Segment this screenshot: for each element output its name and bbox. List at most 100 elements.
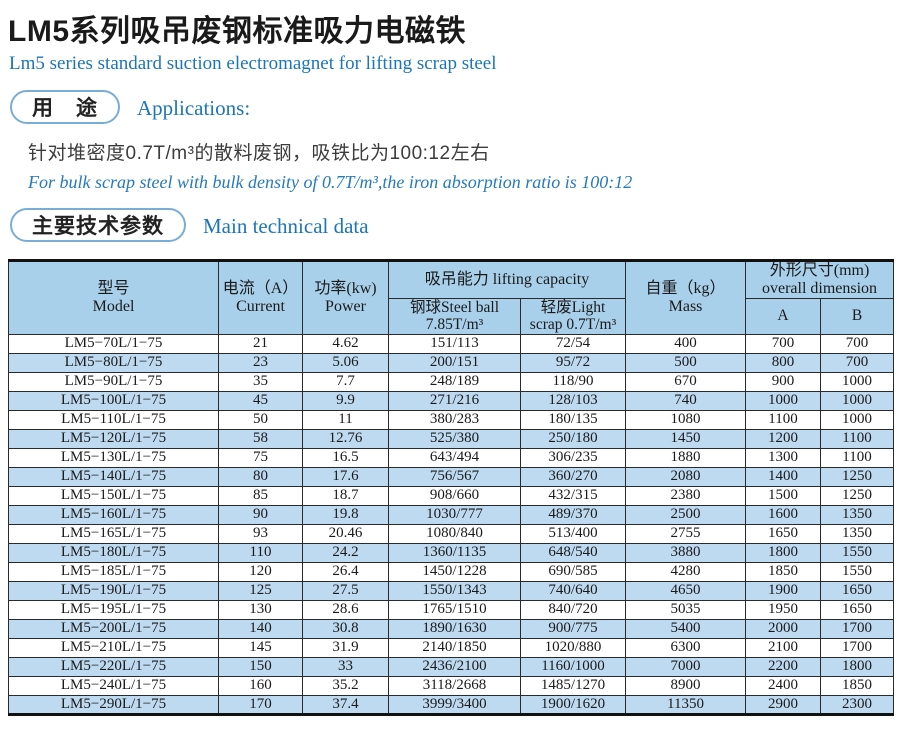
cell-dim-b: 1000 <box>820 409 895 430</box>
applications-text-zh: 针对堆密度0.7T/m³的散料废钢，吸铁比为100:12左右 <box>28 143 490 164</box>
table-row: LM5−165L/1−75 93 20.46 1080/840 513/400 2755 1… <box>8 523 895 544</box>
cell-light-scrap: 250/180 <box>519 428 627 449</box>
table-row: LM5−90L/1−75 35 7.7 248/189 118/90 670 900 1000 <box>8 371 895 392</box>
table-row: LM5−180L/1−75 110 24.2 1360/1135 648/540 3880… <box>8 542 895 563</box>
applications-text-en: For bulk scrap steel with bulk density o… <box>28 172 633 192</box>
cell-dim-a: 1650 <box>745 523 822 544</box>
cell-steel-ball: 1030/777 <box>388 504 521 525</box>
cell-dim-a: 1400 <box>745 466 822 487</box>
cell-dim-b: 1700 <box>820 618 895 639</box>
table-row: LM5−190L/1−75 125 27.5 1550/1343 740/640 4650… <box>8 580 895 601</box>
cell-mass: 5400 <box>625 618 747 639</box>
cell-power: 16.5 <box>302 447 389 468</box>
cell-dim-b: 1650 <box>820 599 895 620</box>
col-header-current: 电流（A） Current <box>218 260 303 335</box>
col-header-mass-zh: 自重（kg） <box>645 279 726 297</box>
cell-mass: 1080 <box>625 409 747 430</box>
col-header-mass: 自重（kg） Mass <box>625 260 747 335</box>
cell-model: LM5−165L/1−75 <box>8 523 219 544</box>
cell-current: 35 <box>218 371 303 392</box>
col-header-capacity: 吸吊能力 lifting capacity <box>387 260 627 299</box>
cell-dim-b: 1000 <box>820 371 895 392</box>
col-header-dimension: 外形尺寸(mm) overall dimension <box>745 260 895 299</box>
cell-mass: 740 <box>625 390 747 411</box>
cell-dim-b: 1700 <box>820 637 895 658</box>
cell-current: 85 <box>218 485 303 506</box>
cell-mass: 2500 <box>625 504 747 525</box>
cell-dim-b: 1800 <box>820 656 895 677</box>
cell-current: 45 <box>218 390 303 411</box>
table-row: LM5−290L/1−75 170 37.4 3999/3400 1900/1620 11… <box>8 694 895 715</box>
cell-power: 9.9 <box>302 390 389 411</box>
cell-current: 23 <box>218 352 303 373</box>
cell-mass: 500 <box>625 352 747 373</box>
cell-model: LM5−180L/1−75 <box>8 542 219 563</box>
cell-light-scrap: 1160/1000 <box>519 656 627 677</box>
cell-mass: 2755 <box>625 523 747 544</box>
cell-current: 75 <box>218 447 303 468</box>
col-header-light-scrap: 轻废Light scrap 0.7T/m³ <box>519 297 627 335</box>
col-header-dim-b: B <box>820 297 895 335</box>
cell-mass: 400 <box>625 333 747 354</box>
cell-dim-a: 1000 <box>745 390 822 411</box>
cell-dim-b: 2300 <box>820 694 895 715</box>
cell-light-scrap: 1900/1620 <box>519 694 627 715</box>
cell-power: 24.2 <box>302 542 389 563</box>
col-header-light-scrap-l2: scrap 0.7T/m³ <box>529 316 617 334</box>
col-header-current-zh: 电流（A） <box>222 279 299 297</box>
catalog-page: LM5系列吸吊废钢标准吸力电磁铁 Lm5 series standard suc… <box>0 6 900 750</box>
cell-light-scrap: 128/103 <box>519 390 627 411</box>
cell-mass: 3880 <box>625 542 747 563</box>
col-header-model-zh: 型号 <box>97 279 130 297</box>
cell-dim-a: 1900 <box>745 580 822 601</box>
table-row: LM5−150L/1−75 85 18.7 908/660 432/315 2380 150… <box>8 485 895 506</box>
col-header-steel-ball: 钢球Steel ball 7.85T/m³ <box>388 297 521 335</box>
cell-model: LM5−120L/1−75 <box>8 428 219 449</box>
cell-steel-ball: 1890/1630 <box>388 618 521 639</box>
cell-light-scrap: 1485/1270 <box>519 675 627 696</box>
table-row: LM5−110L/1−75 50 11 380/283 180/135 1080 1100 1… <box>8 409 895 430</box>
cell-current: 80 <box>218 466 303 487</box>
cell-power: 31.9 <box>302 637 389 658</box>
cell-current: 150 <box>218 656 303 677</box>
cell-power: 12.76 <box>302 428 389 449</box>
table-row: LM5−185L/1−75 120 26.4 1450/1228 690/585 4280… <box>8 561 895 582</box>
cell-model: LM5−90L/1−75 <box>8 371 219 392</box>
tech-section-header: 主要技术参数 Main technical data <box>10 208 900 242</box>
cell-light-scrap: 95/72 <box>519 352 627 373</box>
col-header-current-en: Current <box>236 297 285 315</box>
cell-dim-b: 1350 <box>820 504 895 525</box>
cell-model: LM5−220L/1−75 <box>8 656 219 677</box>
cell-power: 19.8 <box>302 504 389 525</box>
table-row: LM5−100L/1−75 45 9.9 271/216 128/103 740 1000 1… <box>8 390 895 411</box>
table-row: LM5−200L/1−75 140 30.8 1890/1630 900/775 5400… <box>8 618 895 639</box>
cell-mass: 6300 <box>625 637 747 658</box>
cell-current: 130 <box>218 599 303 620</box>
col-header-dimension-zh: 外形尺寸(mm) <box>769 262 870 279</box>
cell-steel-ball: 525/380 <box>388 428 521 449</box>
table-row: LM5−70L/1−75 21 4.62 151/113 72/54 400 700 700 <box>8 333 895 354</box>
applications-heading: Applications: <box>137 96 251 120</box>
table-row: LM5−130L/1−75 75 16.5 643/494 306/235 1880 130… <box>8 447 895 468</box>
cell-light-scrap: 432/315 <box>519 485 627 506</box>
cell-dim-b: 700 <box>820 352 895 373</box>
cell-dim-b: 1250 <box>820 466 895 487</box>
cell-dim-b: 1100 <box>820 447 895 468</box>
cell-dim-a: 1500 <box>745 485 822 506</box>
col-header-mass-en: Mass <box>668 297 703 315</box>
cell-steel-ball: 200/151 <box>388 352 521 373</box>
table-row: LM5−140L/1−75 80 17.6 756/567 360/270 2080 140… <box>8 466 895 487</box>
applications-section-header: 用 途 Applications: <box>10 90 900 124</box>
cell-dim-a: 1300 <box>745 447 822 468</box>
cell-dim-b: 1850 <box>820 675 895 696</box>
cell-steel-ball: 756/567 <box>388 466 521 487</box>
cell-mass: 8900 <box>625 675 747 696</box>
applications-pill: 用 途 <box>10 90 120 124</box>
cell-light-scrap: 513/400 <box>519 523 627 544</box>
cell-current: 145 <box>218 637 303 658</box>
cell-dim-a: 2100 <box>745 637 822 658</box>
col-header-steel-ball-l1: 钢球Steel ball <box>409 298 500 316</box>
page-title: LM5系列吸吊废钢标准吸力电磁铁 <box>8 15 466 48</box>
table-row: LM5−80L/1−75 23 5.06 200/151 95/72 500 800 700 <box>8 352 895 373</box>
cell-dim-a: 1100 <box>745 409 822 430</box>
